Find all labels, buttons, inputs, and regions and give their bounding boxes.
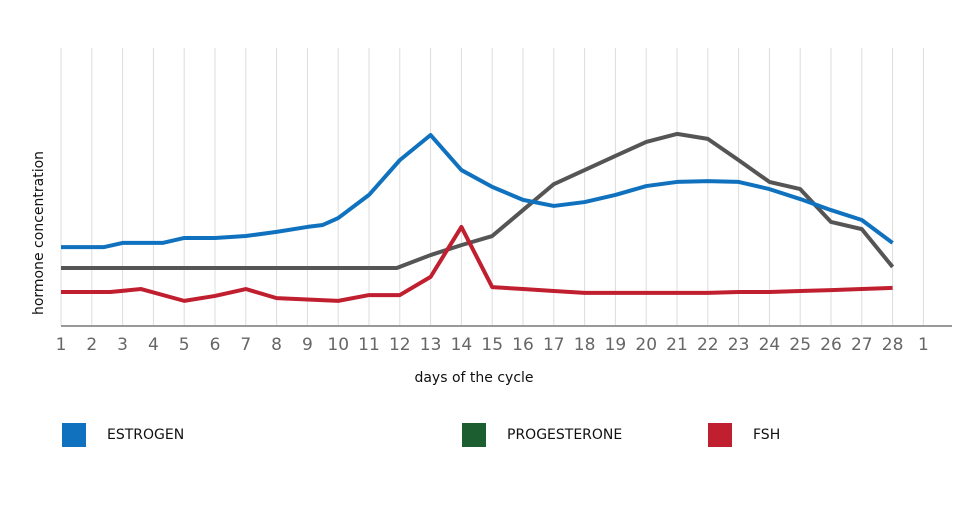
x-tick-label: 27 <box>851 335 873 355</box>
series-line-estrogen <box>61 133 894 250</box>
x-tick-label: 7 <box>240 335 251 355</box>
x-tick-label: 11 <box>358 335 380 355</box>
legend-label: ESTROGEN <box>107 427 185 443</box>
x-tick-label: 15 <box>481 335 503 355</box>
x-tick-label: 4 <box>148 335 159 355</box>
x-tick-label: 20 <box>635 335 657 355</box>
x-tick-label: 28 <box>882 335 904 355</box>
x-tick-label: 19 <box>605 335 627 355</box>
x-tick-label: 3 <box>117 335 128 355</box>
y-axis-label: hormone concentration <box>31 151 47 315</box>
x-tick-label: 14 <box>451 335 473 355</box>
x-tick-label: 13 <box>420 335 442 355</box>
legend-swatch-fsh <box>708 423 732 447</box>
x-tick-label: 8 <box>271 335 282 355</box>
series-line-fsh <box>61 224 893 303</box>
x-tick-label: 1 <box>56 335 67 355</box>
x-tick-label: 22 <box>697 335 719 355</box>
legend-label: PROGESTERONE <box>507 427 623 443</box>
legend-item-progesterone: PROGESTERONE <box>462 423 622 447</box>
x-tick-label: 26 <box>820 335 842 355</box>
x-tick-label: 2 <box>86 335 97 355</box>
x-axis-label: days of the cycle <box>414 370 533 386</box>
x-tick-label: 17 <box>543 335 565 355</box>
x-tick-label: 1 <box>918 335 929 355</box>
x-tick-label: 16 <box>512 335 534 355</box>
x-tick-label: 6 <box>210 335 221 355</box>
series-line-progesterone <box>61 131 895 271</box>
x-tick-label: 23 <box>728 335 750 355</box>
x-tick-label: 5 <box>179 335 190 355</box>
legend-label: FSH <box>753 427 781 443</box>
x-tick-label: 10 <box>327 335 349 355</box>
legend-item-fsh: FSH <box>708 423 780 447</box>
x-tick-label: 18 <box>574 335 596 355</box>
legend-swatch-estrogen <box>62 423 86 447</box>
x-tick-label: 9 <box>302 335 313 355</box>
x-tick-label: 24 <box>759 335 781 355</box>
x-tick-label: 21 <box>666 335 688 355</box>
legend-swatch-progesterone <box>462 423 486 447</box>
x-tick-label: 25 <box>789 335 811 355</box>
legend-item-estrogen: ESTROGEN <box>62 423 184 447</box>
x-tick-label: 12 <box>389 335 411 355</box>
